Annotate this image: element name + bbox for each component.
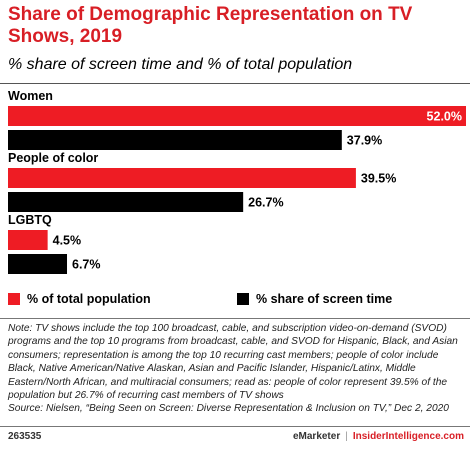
category-label-women: Women [8, 89, 53, 103]
bar-population-lgbtq [8, 230, 48, 250]
chart-note: Note: TV shows include the top 100 broad… [8, 322, 466, 416]
source-text: Source: Nielsen, “Being Seen on Screen: … [8, 403, 449, 415]
data-label-screen-time-people-of-color: 26.7% [248, 196, 283, 210]
bar-screen-time-lgbtq [8, 254, 68, 274]
brand-insider-intelligence[interactable]: InsiderIntelligence.com [352, 431, 464, 442]
bar-screen-time-women [8, 130, 342, 150]
legend-label-screen-time: % share of screen time [256, 292, 393, 306]
footer-divider [0, 426, 470, 427]
bar-population-women [8, 106, 466, 126]
bar-chart: Women 52.0% 37.9% People of color 39.5% 26.7%… [8, 89, 466, 274]
chart-id: 263535 [8, 431, 42, 442]
data-label-population-lgbtq: 4.5% [53, 234, 81, 248]
top-divider [0, 83, 470, 84]
brand-separator: | [345, 431, 348, 442]
bar-population-people-of-color [8, 168, 356, 188]
chart-title: Share of Demographic Representation on T… [8, 4, 413, 47]
data-label-screen-time-women: 37.9% [347, 134, 382, 148]
data-label-population-women: 52.0% [427, 110, 462, 124]
brand-emarketer: eMarketer [292, 431, 341, 442]
legend-swatch-screen-time [237, 293, 249, 305]
category-label-people-of-color: People of color [8, 151, 98, 165]
legend-item-screen-time: % share of screen time [237, 292, 392, 306]
note-text: Note: TV shows include the top 100 broad… [8, 323, 458, 402]
legend-item-population: % of total population [8, 292, 151, 306]
category-label-lgbtq: LGBTQ [8, 213, 52, 227]
legend-divider [0, 318, 470, 319]
legend-swatch-population [8, 293, 20, 305]
data-label-population-people-of-color: 39.5% [361, 172, 396, 186]
data-label-screen-time-lgbtq: 6.7% [72, 258, 101, 272]
chart-subtitle: % share of screen time and % of total po… [8, 56, 353, 73]
bar-screen-time-people-of-color [8, 192, 244, 212]
footer-brand: eMarketer | InsiderIntelligence.com [293, 431, 464, 442]
legend-label-population: % of total population [27, 292, 151, 306]
